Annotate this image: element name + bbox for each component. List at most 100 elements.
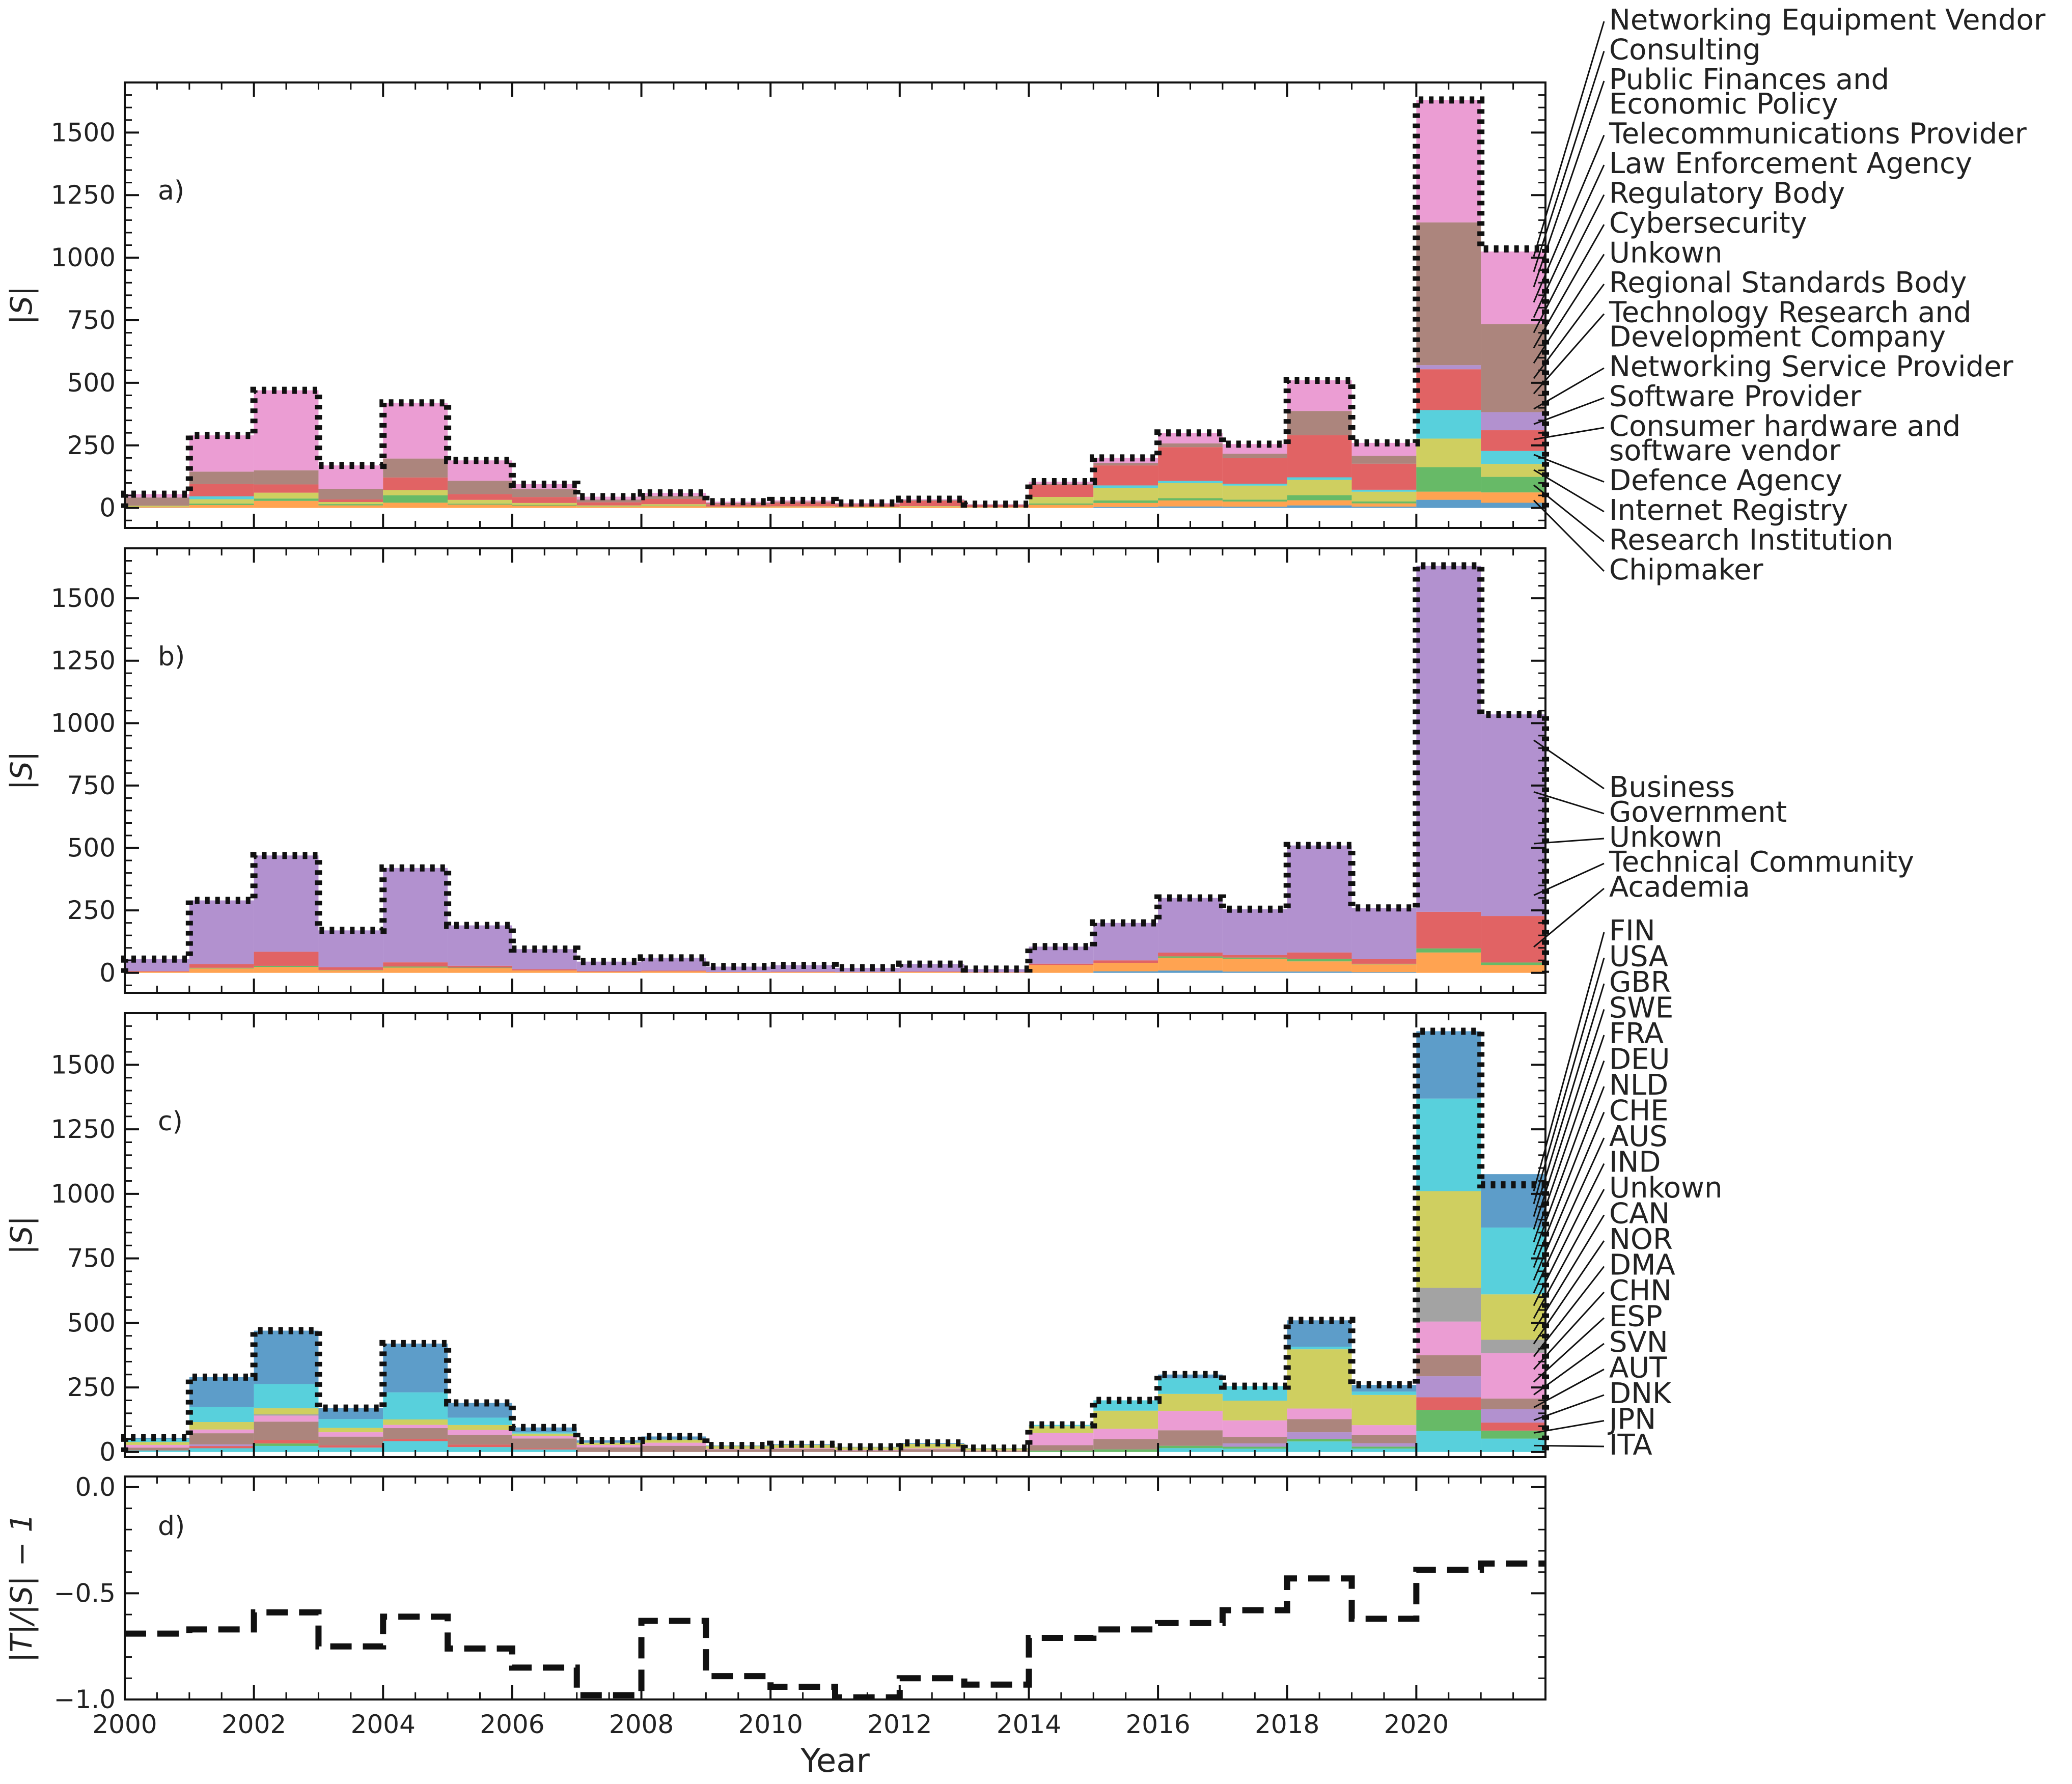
stack-segment	[1158, 447, 1223, 481]
stack-segment	[383, 1343, 448, 1392]
legend-leader-line	[1533, 484, 1605, 542]
stack-segment	[254, 952, 319, 966]
stack-segment	[254, 1421, 319, 1440]
stack-segment	[1481, 430, 1545, 451]
stack-segment	[1287, 961, 1352, 972]
stack-segment	[189, 1422, 254, 1430]
stack-segment	[448, 925, 512, 966]
stack-segment	[448, 505, 512, 508]
stack-segment	[1481, 965, 1545, 973]
stack-segment	[125, 1444, 189, 1448]
stack-segment	[254, 484, 319, 493]
stack-segment	[1222, 501, 1287, 507]
stack-segment	[1351, 491, 1417, 501]
stack-segment	[254, 500, 319, 508]
panel-label: a)	[158, 176, 184, 206]
stack-segment	[448, 1447, 512, 1452]
stack-segment	[1481, 916, 1545, 963]
stack-segment	[383, 967, 448, 973]
legend-leader-line	[1533, 1111, 1605, 1281]
legend-leader-line	[1533, 1394, 1605, 1421]
legend-label: IND	[1609, 1146, 1661, 1179]
stack-segment	[383, 503, 448, 508]
stack-segment	[835, 967, 900, 972]
stack-segment	[1416, 438, 1481, 467]
legend-leader-line	[1533, 739, 1605, 790]
y-axis-title: |S|	[4, 1216, 39, 1255]
stack-segment	[318, 970, 383, 973]
legend-label: CHE	[1609, 1095, 1669, 1128]
stack-segment	[1416, 369, 1481, 410]
stack-segment	[383, 966, 448, 968]
stack-segment	[1158, 956, 1223, 958]
stack-segment	[1093, 963, 1158, 971]
legend-label: NOR	[1609, 1223, 1673, 1256]
stack-segment	[706, 972, 771, 973]
legend-label: Unkown	[1609, 237, 1722, 270]
stack-segment	[1351, 1435, 1417, 1443]
stack-segment	[1093, 960, 1158, 963]
x-tick-label: 2010	[738, 1710, 803, 1739]
stack-segment	[576, 1440, 642, 1443]
legend-leader-line	[1533, 1369, 1605, 1408]
legend-leader-line	[1533, 224, 1605, 349]
legend-leader-line	[1533, 1420, 1605, 1434]
y-tick-label: 750	[67, 1244, 116, 1273]
stack-segment	[576, 496, 642, 500]
stack-segment	[189, 964, 254, 968]
stack-segment	[448, 1425, 512, 1430]
stack-segment	[318, 489, 383, 499]
y-tick-label: 0	[99, 1437, 116, 1467]
stack-segment	[512, 489, 577, 497]
stack-segment	[1093, 485, 1158, 488]
x-tick-label: 2020	[1384, 1710, 1449, 1739]
stack-segment	[1093, 488, 1158, 500]
stack-segment	[125, 1437, 189, 1439]
legend-leader-line	[1533, 51, 1605, 272]
stack-segment	[1158, 1378, 1223, 1394]
stack-segment	[254, 498, 319, 501]
stack-segment	[1158, 483, 1223, 498]
stack-segment	[1222, 485, 1287, 500]
stack-segment	[1093, 1439, 1158, 1450]
stack-segment	[641, 1436, 706, 1440]
legend-label: DNK	[1609, 1377, 1672, 1410]
legend-label: JPN	[1608, 1403, 1656, 1436]
legend-leader-line	[1533, 80, 1605, 288]
stack-segment	[1287, 952, 1352, 959]
legend-leader-line	[1533, 284, 1605, 379]
y-tick-label: 500	[67, 368, 116, 398]
stack-segment	[1158, 1393, 1223, 1411]
legend-leader-line	[1533, 469, 1605, 513]
legend-leader-line	[1533, 1444, 1605, 1447]
stack-segment	[835, 507, 900, 508]
stack-segment	[1158, 1430, 1223, 1446]
stack-segment	[899, 506, 964, 507]
stack-segment	[1222, 1446, 1287, 1449]
legend-leader-line	[1533, 427, 1605, 440]
y-tick-label: 750	[67, 771, 116, 800]
stack-segment	[835, 972, 900, 973]
stack-segment	[1029, 484, 1094, 485]
stack-segment	[1158, 500, 1223, 507]
legend-label: Unkown	[1609, 1172, 1722, 1205]
stack-segment	[1287, 435, 1352, 478]
legend-label: Consulting	[1609, 34, 1761, 67]
stack-segment	[1351, 908, 1417, 959]
stack-segment	[1029, 496, 1094, 504]
stack-segment	[576, 505, 642, 507]
total-step-line	[121, 1027, 1549, 1452]
stack-segment	[318, 505, 383, 508]
stack-segment	[512, 1433, 577, 1436]
stack-segment	[1029, 1445, 1094, 1451]
stack-segment	[1222, 1437, 1287, 1444]
stack-segment	[835, 1447, 900, 1450]
stack-segment	[899, 507, 964, 508]
legend-leader-line	[1533, 1317, 1605, 1383]
stack-segment	[1093, 465, 1158, 486]
stack-segment	[1029, 946, 1094, 964]
stack-segment	[1287, 1349, 1352, 1409]
stack-segment	[1287, 845, 1352, 953]
stack-segment	[125, 506, 189, 507]
stack-segment	[576, 1447, 642, 1452]
